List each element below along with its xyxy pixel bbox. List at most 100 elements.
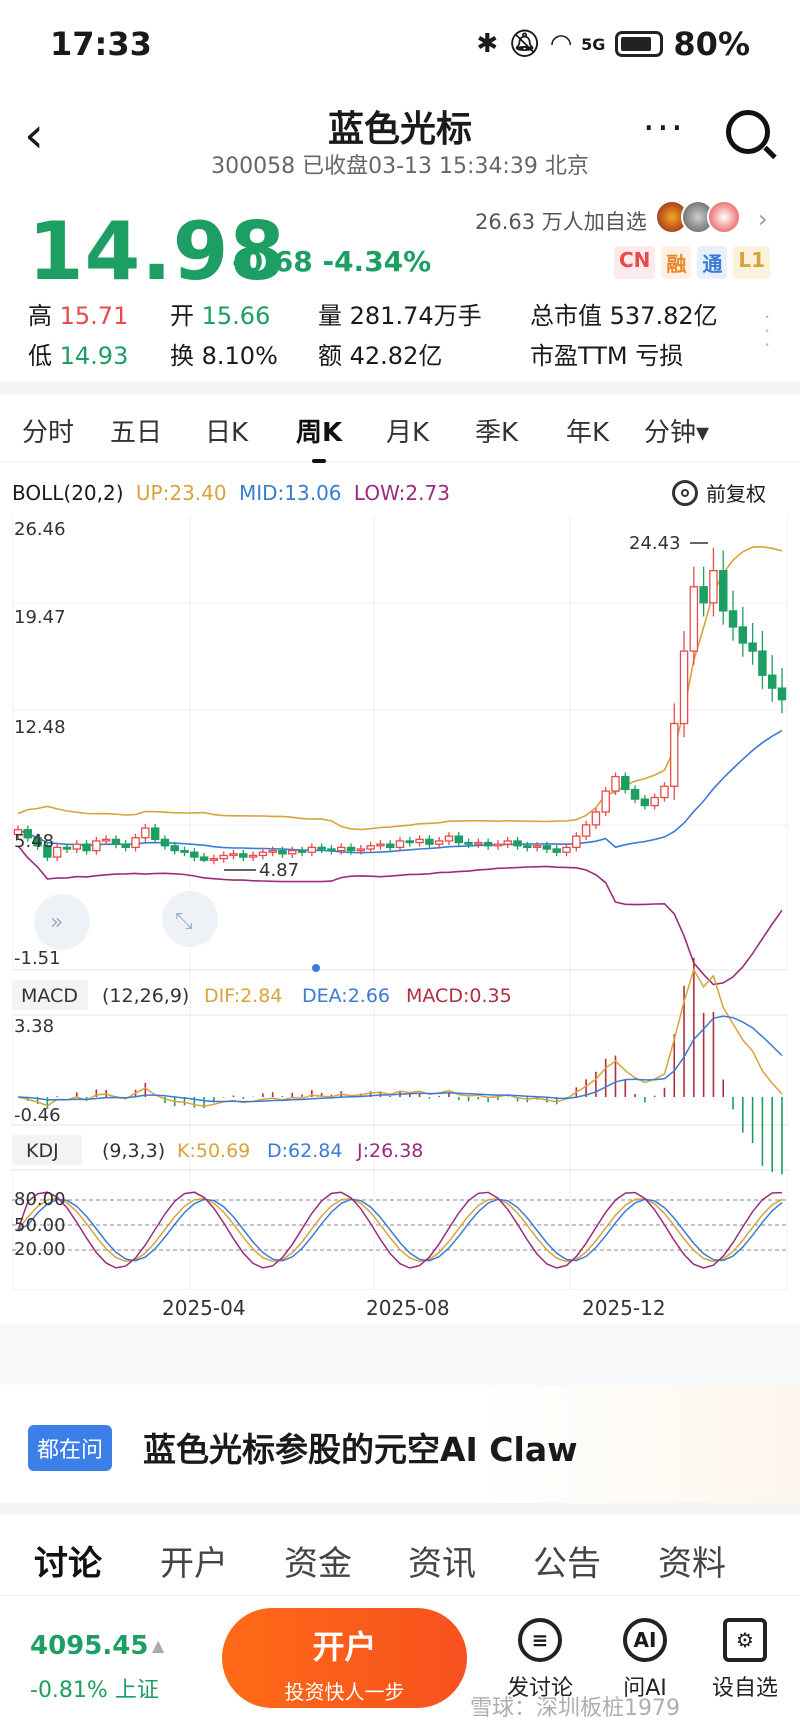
open-label: 开	[170, 302, 194, 330]
boll-lower-line	[17, 845, 783, 986]
tab-discuss[interactable]: 讨论	[34, 1544, 102, 1584]
caret-up-icon[interactable]: ▲	[152, 1636, 165, 1655]
boll-name[interactable]: BOLL(20,2)	[12, 481, 124, 505]
low-label: 低	[28, 342, 52, 370]
candle-body	[523, 845, 532, 849]
search-icon[interactable]	[726, 110, 770, 154]
tab-yearly[interactable]: 年K	[566, 418, 610, 448]
settings-ring-icon	[672, 479, 698, 506]
expand-dots-icon[interactable]: · · ·	[764, 305, 771, 357]
candle-body	[464, 841, 473, 845]
index-change[interactable]: -0.81% 上证	[30, 1678, 159, 1703]
candle-body	[209, 858, 219, 861]
candle-body	[288, 849, 297, 855]
y-label-max: 26.46	[14, 519, 66, 540]
candle-body	[709, 570, 718, 604]
stock-subtitle: 300058 已收盘03-13 15:34:39 北京	[211, 154, 589, 179]
macd-badge[interactable]	[12, 980, 88, 1010]
price-change: -0.68 -4.34%	[232, 245, 432, 278]
boll-header: BOLL(20,2) UP:23.40 MID:13.06 LOW:2.73	[12, 481, 450, 505]
stock-tags: CN 融 通 L1	[614, 246, 771, 279]
tab-minute[interactable]: 分钟▾	[644, 418, 710, 448]
candle-body	[640, 798, 650, 807]
quote-stats: 高 15.71 开 15.66 量 281.74万手 总市值 537.82亿 低…	[28, 296, 748, 380]
fullscreen-glyph: ⤡	[175, 909, 193, 934]
adjust-label: 前复权	[706, 482, 766, 506]
max-price-label: 24.43	[629, 533, 681, 554]
y-label-min: -1.51	[14, 948, 61, 969]
tab-news[interactable]: 资讯	[408, 1544, 476, 1584]
candle-body	[425, 838, 434, 845]
candle-body	[572, 835, 581, 849]
kline-chart[interactable]: 26.46 19.47 12.48 5.48 -1.51 24.43 4.87 …	[12, 515, 788, 1290]
macd-name: MACD	[21, 985, 78, 1007]
tab-weekly[interactable]: 周K	[296, 412, 342, 463]
candle-body	[317, 846, 326, 850]
ask-question[interactable]: 蓝色光标参股的元空AI Claw	[143, 1430, 578, 1469]
min-price-label: 4.87	[259, 860, 299, 881]
boll-up: UP:23.40	[135, 481, 227, 505]
candle-body	[82, 843, 91, 852]
ask-ai-button[interactable]: AI 问AI	[600, 1618, 690, 1702]
candle-body	[62, 846, 72, 850]
add-watch-button[interactable]: ⚙ 设自选	[700, 1618, 790, 1702]
candle-body	[630, 788, 640, 800]
macd-dea: DEA:2.66	[302, 985, 390, 1007]
clock: 17:33	[50, 25, 152, 63]
post-discussion-button[interactable]: ≡ 发讨论	[495, 1618, 585, 1702]
candle-body	[405, 840, 415, 844]
more-icon[interactable]: ···	[642, 106, 685, 150]
tab-timeshare[interactable]: 分时	[22, 418, 75, 448]
kdj-badge[interactable]	[12, 1135, 82, 1165]
open-account-label: 开户	[312, 1628, 377, 1666]
candle-body	[111, 838, 121, 845]
mcap-value: 537.82亿	[609, 302, 718, 330]
section-gap	[0, 1503, 800, 1515]
fast-forward-icon[interactable]	[34, 894, 90, 950]
last-price: 14.98	[28, 205, 287, 298]
stock-name: 蓝色光标	[327, 109, 472, 150]
fullscreen-icon[interactable]	[162, 891, 218, 947]
index-value[interactable]: 4095.45	[30, 1631, 149, 1661]
kdj-name: KDJ	[26, 1140, 59, 1162]
tab-5day[interactable]: 五日	[110, 418, 163, 448]
candle-body	[415, 838, 424, 844]
open-account-button[interactable]: 开户 投资快人一步	[222, 1608, 467, 1708]
candle-body	[699, 586, 708, 604]
candle-body	[395, 840, 405, 849]
macd-dea-line	[17, 1015, 783, 1103]
tab-monthly[interactable]: 月K	[386, 418, 430, 448]
candle-body	[542, 845, 552, 850]
candle-body	[581, 824, 591, 837]
amount-label: 额	[318, 342, 342, 370]
ask-banner[interactable]: 都在问 蓝色光标参股的元空AI Claw	[0, 1385, 800, 1505]
kdj-y-50: 50.00	[14, 1215, 66, 1236]
candle-body	[219, 854, 228, 860]
tab-profile[interactable]: 资料	[658, 1544, 726, 1584]
tab-funds[interactable]: 资金	[284, 1544, 352, 1584]
candle-body	[748, 642, 757, 652]
candle-body	[385, 843, 395, 849]
chevron-right-icon[interactable]: ›	[758, 205, 768, 233]
open-value: 15.66	[201, 302, 271, 330]
boll-upper-line	[17, 545, 783, 831]
candle-body	[356, 848, 366, 852]
watchers-count[interactable]: 26.63 万人加自选	[475, 210, 647, 234]
tab-quarterly[interactable]: 季K	[475, 418, 519, 448]
candle-body	[23, 829, 33, 839]
mute-icon: 🔕︎	[508, 29, 542, 59]
watcher-avatars[interactable]	[655, 200, 741, 234]
adjust-toggle[interactable]: 前复权	[672, 478, 766, 507]
candle-body	[150, 827, 160, 840]
tab-announcements[interactable]: 公告	[533, 1544, 601, 1584]
main-panel-frame	[12, 515, 788, 971]
tag-connect: 通	[697, 246, 728, 279]
candle-body	[327, 848, 336, 852]
candle-body	[92, 840, 101, 852]
candle-body	[160, 838, 170, 847]
candle-body	[562, 846, 571, 853]
section-gap	[0, 1325, 800, 1385]
back-icon[interactable]: ‹	[24, 106, 44, 164]
tab-daily[interactable]: 日K	[205, 418, 249, 448]
tab-open-account[interactable]: 开户	[160, 1544, 228, 1584]
